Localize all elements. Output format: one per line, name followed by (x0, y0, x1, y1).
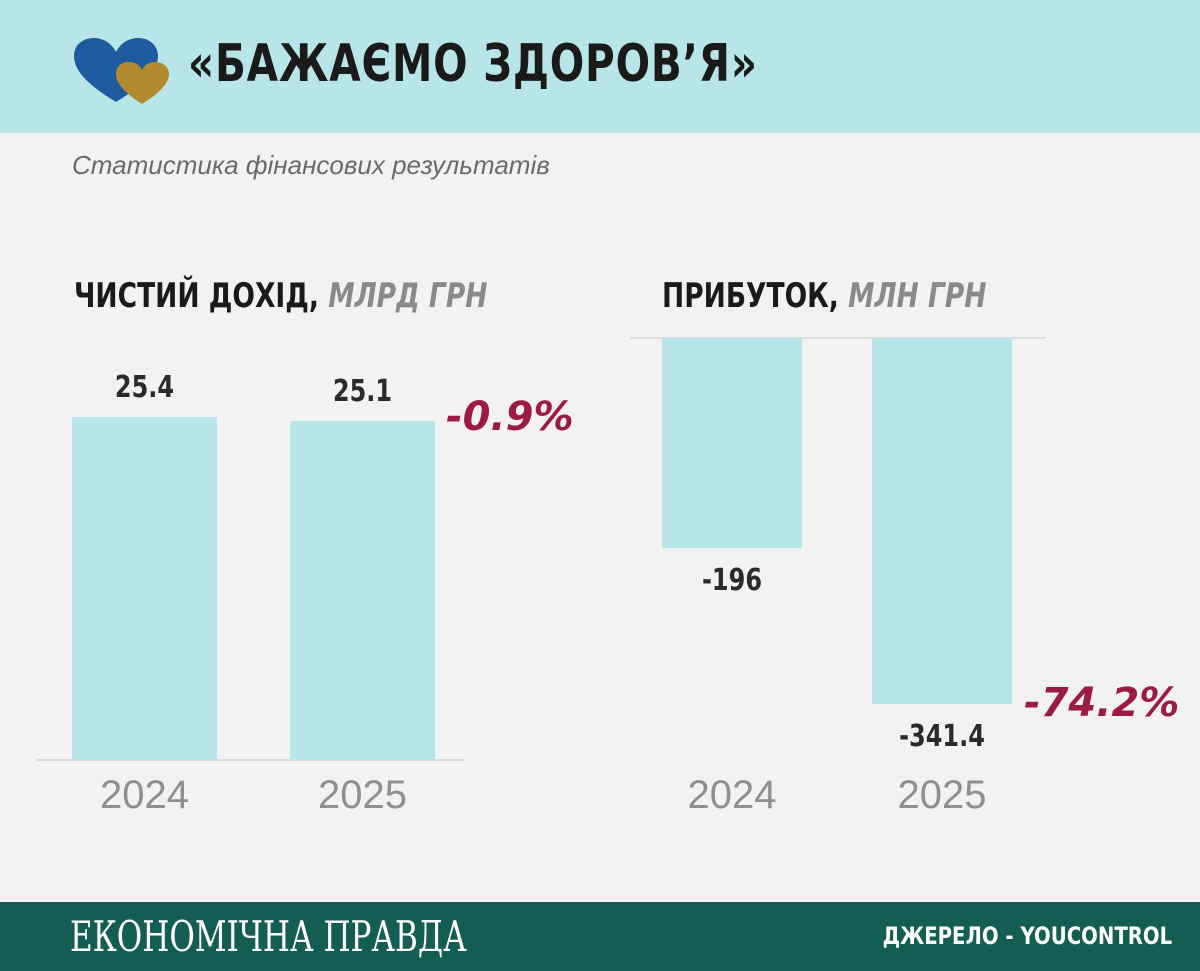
profit-change-label: -74.2% (1024, 680, 1179, 726)
header-banner: «БАЖАЄМО ЗДОРОВ’Я» (0, 0, 1200, 133)
profit-unit: МЛН ГРН (848, 276, 987, 316)
profit-title-text: ПРИБУТОК, (662, 276, 839, 316)
profit-value-label-2024: -196 (702, 564, 762, 598)
footer-bar: ЕКОНОМІЧНА ПРАВДА ДЖЕРЕЛО - YOUCONTROL (0, 902, 1200, 971)
revenue-bar-2025 (290, 421, 435, 760)
revenue-change-label: -0.9% (446, 394, 574, 440)
revenue-value-label-2025: 25.1 (333, 375, 392, 409)
profit-tick-label-2024: 2024 (688, 773, 777, 817)
profit-value-label-2025: -341.4 (899, 719, 985, 753)
revenue-tick-label-2024: 2024 (100, 773, 189, 817)
revenue-chart-title: ЧИСТИЙ ДОХІД, МЛРД ГРН (74, 276, 487, 316)
revenue-title-text: ЧИСТИЙ ДОХІД, (74, 276, 319, 316)
profit-bar-2025 (872, 338, 1012, 704)
revenue-value-label-2024: 25.4 (115, 370, 174, 404)
profit-chart-title: ПРИБУТОК, МЛН ГРН (662, 276, 986, 316)
profit-bar-2024 (662, 338, 802, 549)
subtitle: Статистика фінансових результатів (72, 150, 550, 180)
page-title: «БАЖАЄМО ЗДОРОВ’Я» (188, 34, 758, 94)
heart-logo-icon (74, 38, 169, 104)
brand-logo-text: ЕКОНОМІЧНА ПРАВДА (70, 912, 467, 961)
charts-canvas: 25.4 2024 25.1 2025 -0.9% -196 2024 -341.4 2025 -… (36, 337, 1179, 817)
revenue-bar-2024 (72, 417, 217, 760)
source-label: ДЖЕРЕЛО - YOUCONTROL (882, 922, 1172, 950)
profit-tick-label-2025: 2025 (898, 773, 987, 817)
revenue-tick-label-2025: 2025 (318, 773, 407, 817)
revenue-unit: МЛРД ГРН (328, 276, 488, 316)
